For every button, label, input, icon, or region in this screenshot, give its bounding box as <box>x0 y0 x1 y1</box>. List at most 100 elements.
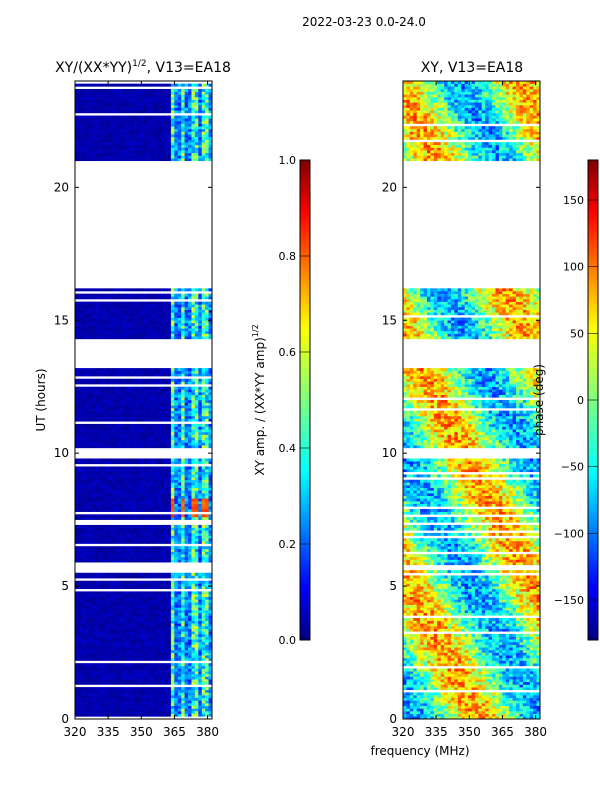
heatmap-cell <box>116 668 120 672</box>
heatmap-cell <box>160 317 165 321</box>
heatmap-cell <box>119 314 124 318</box>
heatmap-cell <box>191 330 196 334</box>
heatmap-cell <box>95 333 100 337</box>
heatmap-cell <box>122 368 127 372</box>
heatmap-cell <box>85 469 90 473</box>
heatmap-cell <box>174 649 179 653</box>
heatmap-cell <box>136 679 141 683</box>
heatmap-cell <box>174 623 179 627</box>
heatmap-cell <box>198 431 203 435</box>
heatmap-cell <box>181 426 185 430</box>
heatmap-cell <box>98 503 103 507</box>
heatmap-cell <box>164 548 168 552</box>
heatmap-cell <box>157 671 162 675</box>
heatmap-cell <box>102 405 107 409</box>
heatmap-cell <box>88 397 93 401</box>
heatmap-cell <box>133 527 138 531</box>
heatmap-cell <box>153 474 158 478</box>
heatmap-cell <box>160 429 165 433</box>
heatmap-cell <box>85 639 90 643</box>
heatmap-cell <box>122 309 127 313</box>
heatmap-cell <box>143 317 148 321</box>
heatmap-cell <box>126 333 131 337</box>
heatmap-cell <box>85 535 90 539</box>
heatmap-cell <box>136 397 141 401</box>
heatmap-cell <box>75 663 79 667</box>
heatmap-cell <box>95 607 100 611</box>
heatmap-cell <box>205 612 209 616</box>
heatmap-cell <box>201 400 206 403</box>
heatmap-cell <box>109 301 114 305</box>
heatmap-cell <box>170 508 175 512</box>
heatmap-cell <box>174 405 179 409</box>
heatmap-cell <box>112 458 117 462</box>
heatmap-cell <box>112 402 117 406</box>
heatmap-cell <box>208 426 213 430</box>
heatmap-cell <box>133 697 138 701</box>
heatmap-cell <box>140 333 144 337</box>
heatmap-cell <box>105 556 110 560</box>
heatmap-cell <box>88 501 93 504</box>
heatmap-cell <box>105 503 110 507</box>
heatmap-cell <box>174 641 179 645</box>
heatmap-cell <box>194 700 199 704</box>
heatmap-cell <box>102 370 107 374</box>
heatmap-cell <box>191 322 196 326</box>
heatmap-cell <box>157 703 162 707</box>
heatmap-cell <box>85 309 90 313</box>
heatmap-cell <box>133 713 138 717</box>
heatmap-cell <box>85 695 90 699</box>
heatmap-cell <box>88 503 93 507</box>
heatmap-cell <box>129 373 134 377</box>
heatmap-cell <box>191 407 196 411</box>
heatmap-cell <box>150 423 155 427</box>
heatmap-cell <box>119 506 124 510</box>
heatmap-cell <box>81 607 86 611</box>
heatmap-cell <box>160 400 165 403</box>
heatmap-cell <box>184 548 189 552</box>
heatmap-cell <box>126 482 131 486</box>
heatmap-cell <box>133 458 138 462</box>
heatmap-cell <box>150 665 155 669</box>
heatmap-cell <box>198 607 203 611</box>
heatmap-cell <box>112 556 117 560</box>
heatmap-cell <box>184 402 189 406</box>
heatmap-cell <box>157 527 162 531</box>
heatmap-cell <box>143 400 148 403</box>
heatmap-cell <box>109 612 114 616</box>
heatmap-cell <box>122 673 127 677</box>
heatmap-cell <box>95 535 100 539</box>
heatmap-cell <box>109 631 114 635</box>
heatmap-cell <box>164 479 168 483</box>
heatmap-cell <box>119 625 124 629</box>
heatmap-cell <box>95 628 100 632</box>
heatmap-cell <box>208 370 213 374</box>
heatmap-cell <box>119 540 124 544</box>
heatmap-cell <box>188 559 192 563</box>
heatmap-cell <box>208 692 213 696</box>
heatmap-cell <box>153 703 158 707</box>
heatmap-cell <box>116 665 120 669</box>
heatmap-cell <box>177 652 182 656</box>
heatmap-cell <box>129 602 134 605</box>
heatmap-cell <box>208 389 213 393</box>
heatmap-cell <box>122 524 127 528</box>
heatmap-cell <box>140 514 144 518</box>
heatmap-cell <box>119 309 124 313</box>
heatmap-cell <box>150 378 155 382</box>
heatmap-cell <box>112 495 117 499</box>
heatmap-cell <box>119 671 124 675</box>
heatmap-cell <box>201 493 206 496</box>
heatmap-cell <box>198 418 203 422</box>
heatmap-cell <box>92 485 96 489</box>
heatmap-cell <box>184 673 189 677</box>
heatmap-cell <box>95 705 100 709</box>
heatmap-cell <box>143 402 148 406</box>
heatmap-cell <box>198 413 203 417</box>
heatmap-cell <box>191 514 196 518</box>
heatmap-cell <box>129 330 134 334</box>
heatmap-cell <box>119 498 124 502</box>
heatmap-cell <box>98 312 103 316</box>
heatmap-cell <box>143 506 148 510</box>
heatmap-cell <box>160 673 165 677</box>
